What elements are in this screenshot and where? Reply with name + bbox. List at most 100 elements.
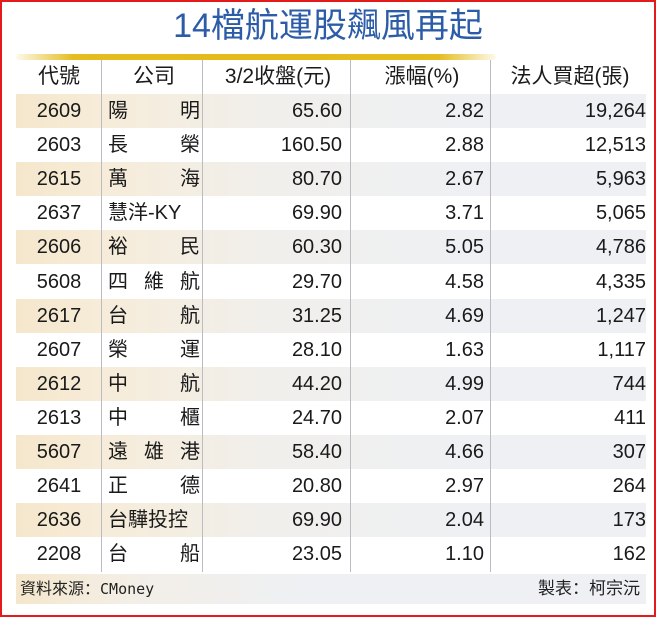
- company-name-part: 台: [108, 304, 128, 327]
- source-value: CMoney: [100, 580, 155, 598]
- close-price: 44.20: [291, 372, 342, 395]
- company-name-part: 陽: [108, 100, 128, 122]
- table-row: 2603 長榮 160.50 2.88 12,513: [16, 128, 646, 162]
- table-header-row: 代號 公司 3/2收盤(元) 漲幅(%) 法人買超(張): [16, 60, 646, 94]
- table-row: 5608 四維航 29.70 4.58 4,335: [16, 265, 646, 299]
- company-name-part: 中: [108, 406, 128, 429]
- company-name: 台航: [108, 299, 200, 333]
- stock-code: 2641: [36, 475, 82, 498]
- close-price: 31.25: [291, 304, 342, 327]
- company-name: 榮運: [108, 333, 200, 367]
- change-percent: 2.97: [445, 475, 484, 498]
- change-percent: 3.71: [445, 202, 484, 225]
- header-close: 3/2收盤(元): [224, 65, 332, 88]
- close-price: 58.40: [291, 441, 342, 463]
- company-name: 萬海: [108, 162, 200, 196]
- change-percent: 2.88: [445, 134, 484, 157]
- header-company: 公司: [133, 65, 175, 88]
- header-net-buy: 法人買超(張): [510, 65, 630, 88]
- company-name-part: 船: [180, 543, 200, 566]
- net-buy: 264: [612, 475, 646, 498]
- company-name: 長榮: [108, 128, 200, 162]
- company-name-part: 台驊投控: [108, 509, 188, 532]
- change-percent: 2.04: [445, 509, 484, 532]
- net-buy: 4,786: [595, 236, 646, 259]
- company-name: 中航: [108, 367, 200, 401]
- stock-code: 5607: [36, 441, 82, 463]
- company-name: 陽明: [108, 94, 200, 128]
- header-code: 代號: [38, 65, 80, 88]
- stock-code: 2613: [36, 406, 82, 429]
- company-name: 中櫃: [108, 401, 200, 435]
- close-price: 80.70: [291, 168, 342, 191]
- company-name-part: 長: [108, 134, 128, 157]
- company-name: 台驊投控: [108, 503, 200, 537]
- close-price: 29.70: [291, 270, 342, 293]
- change-percent: 2.82: [445, 100, 484, 122]
- close-price: 20.80: [291, 475, 342, 498]
- column-divider: [490, 60, 491, 572]
- stock-code: 2606: [36, 236, 82, 259]
- stock-code: 2637: [36, 202, 82, 225]
- source-label: 資料來源：: [20, 581, 101, 598]
- change-percent: 4.99: [445, 372, 484, 395]
- net-buy: 5,963: [595, 168, 646, 191]
- company-name-part: 德: [180, 475, 200, 498]
- net-buy: 744: [612, 372, 646, 395]
- company-name-part: 民: [180, 236, 200, 259]
- stock-code: 2615: [36, 168, 82, 191]
- page-title: 14檔航運股飆風再起: [173, 7, 483, 45]
- company-name-part: 遠: [108, 441, 128, 463]
- close-price: 160.50: [280, 134, 342, 157]
- table-row: 5607 遠雄港 58.40 4.66 307: [16, 435, 646, 469]
- net-buy: 12,513: [584, 134, 646, 157]
- company-name-part: 明: [180, 100, 200, 122]
- net-buy: 307: [612, 441, 646, 463]
- change-percent: 1.10: [445, 543, 484, 566]
- column-divider: [350, 60, 351, 572]
- net-buy: 5,065: [595, 202, 646, 225]
- table-row: 2609 陽明 65.60 2.82 19,264: [16, 94, 646, 128]
- header-change: 漲幅(%): [384, 65, 460, 88]
- change-percent: 2.07: [445, 406, 484, 429]
- change-percent: 4.69: [445, 304, 484, 327]
- stock-code: 2609: [36, 100, 82, 122]
- company-name-part: 榮: [180, 134, 200, 157]
- table-row: 2612 中航 44.20 4.99 744: [16, 366, 646, 401]
- net-buy: 4,335: [595, 270, 646, 293]
- stock-code: 2603: [36, 134, 82, 157]
- table-row: 2637 慧洋-KY 69.90 3.71 5,065: [16, 196, 646, 230]
- company-name-part: 港: [180, 441, 200, 463]
- company-name: 裕民: [108, 230, 200, 264]
- company-name-part: 裕: [108, 236, 128, 259]
- company-name-part: 萬: [108, 168, 128, 191]
- company-name: 慧洋-KY: [108, 196, 200, 230]
- close-price: 69.90: [291, 509, 342, 532]
- company-name-part: 中: [108, 372, 128, 395]
- net-buy: 1,247: [595, 304, 646, 327]
- net-buy: 1,117: [597, 338, 646, 361]
- company-name-part: 維: [144, 270, 164, 293]
- company-name: 正德: [108, 469, 200, 503]
- close-price: 60.30: [291, 236, 342, 259]
- table-row: 2607 榮運 28.10 1.63 1,117: [16, 333, 646, 367]
- company-name-part: 榮: [108, 338, 128, 361]
- table-row: 2613 中櫃 24.70 2.07 411: [16, 401, 646, 435]
- close-price: 65.60: [291, 100, 342, 122]
- company-name-part: 慧洋-KY: [108, 202, 182, 225]
- table-footer: 資料來源：CMoney 製表：柯宗沅: [16, 574, 646, 604]
- table-row: 2636 台驊投控 69.90 2.04 173: [16, 503, 646, 538]
- net-buy: 411: [614, 406, 646, 429]
- table-row: 2641 正德 20.80 2.97 264: [16, 469, 646, 503]
- stock-code: 2208: [36, 543, 82, 566]
- table-row: 2606 裕民 60.30 5.05 4,786: [16, 230, 646, 265]
- change-percent: 5.05: [445, 236, 484, 259]
- stock-code: 2617: [36, 304, 82, 327]
- company-name: 遠雄港: [108, 435, 200, 469]
- table-row: 2208 台船 23.05 1.10 162: [16, 537, 646, 571]
- change-percent: 4.66: [445, 441, 484, 463]
- net-buy: 19,264: [584, 100, 646, 122]
- company-name: 台船: [108, 537, 200, 571]
- company-name-part: 雄: [144, 441, 164, 463]
- table-row: 2615 萬海 80.70 2.67 5,963: [16, 162, 646, 197]
